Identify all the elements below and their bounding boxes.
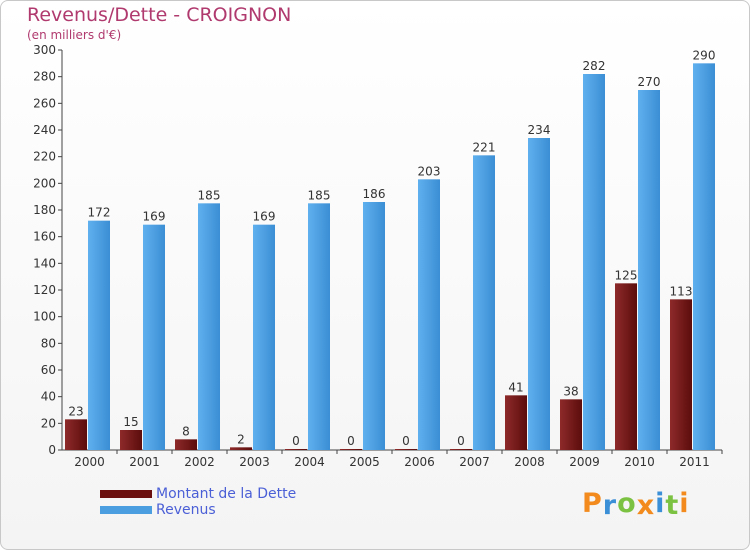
data-label-revenus: 221 [473, 140, 496, 154]
bar-revenus [528, 138, 550, 450]
data-label-debt: 15 [123, 415, 138, 429]
data-label-revenus: 172 [88, 206, 111, 220]
bar-revenus [253, 224, 275, 450]
data-label-debt: 38 [563, 384, 578, 398]
y-tick-label: 200 [33, 176, 56, 190]
x-tick-label: 2009 [569, 455, 600, 469]
bar-revenus [693, 63, 715, 450]
x-tick-label: 2007 [459, 455, 490, 469]
logo-letter: P [582, 488, 603, 519]
value-labels: 23 172 15 169 8 185 2 169 0 185 0 186 0 203 0 221 41 234 3… [68, 48, 715, 448]
chart-subtitle: (en milliers d'€) [27, 28, 122, 42]
data-label-revenus: 270 [638, 75, 661, 89]
x-tick-label: 2005 [349, 455, 380, 469]
bar-revenus [473, 155, 495, 451]
x-tick-label: 2006 [404, 455, 435, 469]
data-label-revenus: 169 [253, 210, 276, 224]
bar-revenus [308, 203, 330, 450]
y-tick-label: 180 [33, 203, 56, 217]
bar-revenus [418, 179, 440, 451]
legend-swatch-revenus [100, 506, 152, 514]
y-tick-label: 40 [41, 390, 56, 404]
bar-revenus [363, 202, 385, 450]
y-tick-label: 100 [33, 310, 56, 324]
y-tick-label: 160 [33, 230, 56, 244]
x-tick-label: 2004 [294, 455, 325, 469]
proxiti-logo: Proxiti [582, 488, 690, 521]
logo-letter: i [679, 488, 690, 519]
data-label-debt: 113 [670, 284, 693, 298]
data-label-revenus: 203 [418, 164, 441, 178]
x-tick-label: 2002 [184, 455, 215, 469]
bar-revenus [198, 203, 220, 450]
data-label-debt: 23 [68, 404, 83, 418]
data-label-debt: 0 [292, 434, 300, 448]
x-tick-label: 2001 [129, 455, 160, 469]
bar-debt [175, 439, 197, 450]
data-label-revenus: 169 [143, 210, 166, 224]
bar-debt [340, 449, 362, 450]
y-tick-label: 60 [41, 363, 56, 377]
x-tick-label: 2011 [679, 455, 710, 469]
data-label-revenus: 185 [308, 188, 331, 202]
y-tick-label: 220 [33, 150, 56, 164]
data-label-debt: 41 [508, 380, 523, 394]
legend-swatch-debt [100, 490, 152, 498]
data-label-revenus: 234 [528, 123, 551, 137]
logo-letter: i [655, 488, 666, 519]
bars [65, 63, 715, 451]
legend: Montant de la Dette Revenus [100, 486, 296, 518]
data-label-debt: 0 [347, 434, 355, 448]
bar-debt [615, 283, 637, 450]
bar-revenus [638, 90, 660, 450]
logo-letter: r [602, 490, 618, 521]
logo-letter: t [665, 490, 680, 521]
y-tick-label: 0 [48, 443, 56, 457]
data-label-revenus: 290 [693, 48, 716, 62]
x-tick-label: 2003 [239, 455, 270, 469]
y-tick-label: 260 [33, 96, 56, 110]
bar-debt [560, 399, 582, 450]
x-tick-label: 2000 [74, 455, 105, 469]
y-tick-label: 300 [33, 43, 56, 57]
data-label-debt: 125 [615, 268, 638, 282]
bar-revenus [583, 74, 605, 450]
data-label-revenus: 282 [583, 59, 606, 73]
legend-item-debt: Montant de la Dette [100, 486, 296, 502]
logo-letter: o [617, 488, 637, 519]
data-label-debt: 2 [237, 432, 245, 446]
bar-revenus [88, 220, 110, 450]
data-label-revenus: 185 [198, 188, 221, 202]
bar-debt [395, 449, 417, 450]
y-tick-label: 280 [33, 70, 56, 84]
x-tick-label: 2010 [624, 455, 655, 469]
data-label-debt: 8 [182, 424, 190, 438]
y-tick-label: 140 [33, 256, 56, 270]
y-tick-label: 240 [33, 123, 56, 137]
bar-debt [505, 395, 527, 450]
bar-revenus [143, 224, 165, 450]
legend-label-debt: Montant de la Dette [156, 486, 297, 502]
x-tick-label: 2008 [514, 455, 545, 469]
y-tick-label: 80 [41, 336, 56, 350]
legend-label-revenus: Revenus [156, 502, 216, 518]
logo-letter: x [636, 490, 656, 521]
data-label-debt: 0 [457, 434, 465, 448]
data-label-revenus: 186 [363, 187, 386, 201]
bar-debt [285, 449, 307, 450]
bar-debt [120, 430, 142, 450]
bar-debt [450, 449, 472, 450]
bar-debt [670, 299, 692, 450]
legend-item-revenus: Revenus [100, 502, 296, 518]
axes: 0204060801001201401601802002202402602803… [33, 43, 723, 469]
data-label-debt: 0 [402, 434, 410, 448]
y-tick-label: 20 [41, 416, 56, 430]
chart-title: Revenus/Dette - CROIGNON [27, 4, 292, 26]
bar-debt [230, 447, 252, 450]
y-tick-label: 120 [33, 283, 56, 297]
bar-debt [65, 419, 87, 450]
